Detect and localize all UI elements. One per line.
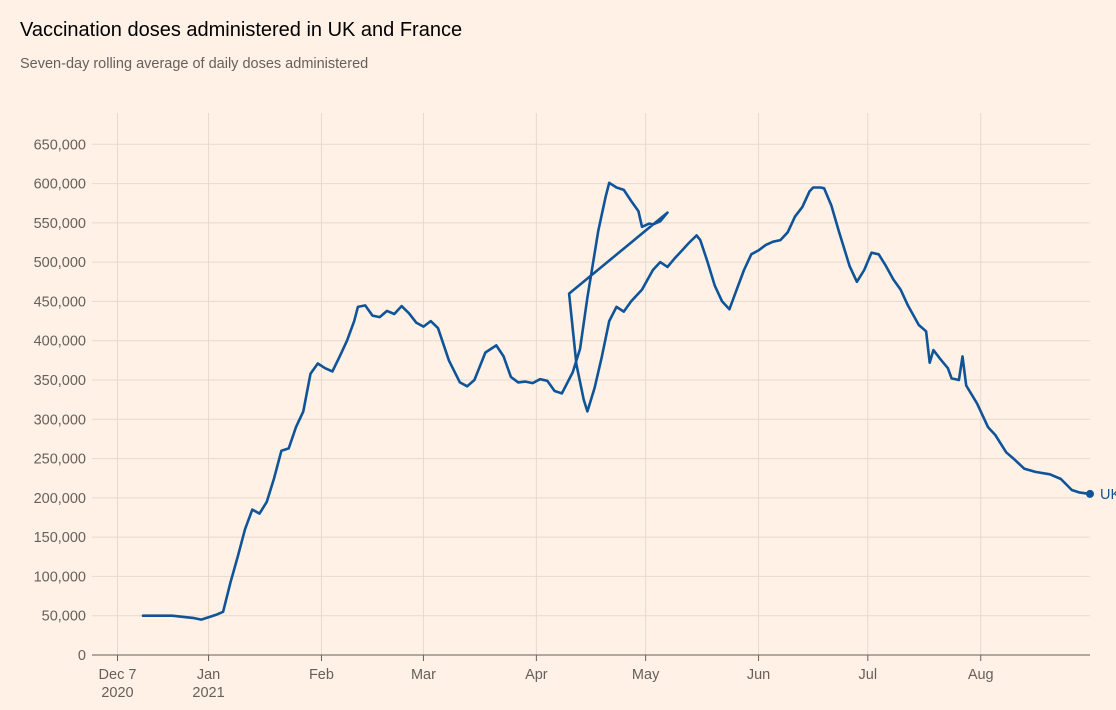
series-end-label-uk: UK (1100, 487, 1116, 503)
y-tick-label: 650,000 (34, 137, 86, 153)
chart-title: Vaccination doses administered in UK and… (20, 19, 463, 41)
x-tick-label: Jan (197, 667, 220, 683)
y-tick-label: 0 (78, 648, 86, 664)
y-tick-label: 200,000 (34, 491, 86, 507)
x-tick-sublabel: 2020 (101, 685, 133, 701)
y-tick-label: 300,000 (34, 412, 86, 428)
y-tick-label: 450,000 (34, 294, 86, 310)
y-tick-label: 400,000 (34, 334, 86, 350)
series-lines (141, 181, 1092, 621)
x-tick-label: Mar (411, 667, 436, 683)
x-gridlines (116, 113, 982, 655)
y-tick-label: 50,000 (42, 609, 86, 625)
y-gridlines (92, 143, 1090, 617)
y-tick-label: 150,000 (34, 530, 86, 546)
chart-subtitle: Seven-day rolling average of daily doses… (20, 56, 369, 72)
x-tick-label: Jul (859, 667, 878, 683)
series-end-marker-uk (1086, 489, 1094, 498)
series-line-uk (141, 181, 1092, 621)
y-tick-label: 350,000 (34, 373, 86, 389)
x-tick-label: Apr (525, 667, 548, 683)
x-tick-label: Jun (747, 667, 770, 683)
x-tick-label: Feb (309, 667, 334, 683)
y-axis: 0 50,000 100,000 150,000 200,000 250,000 300,0… (34, 137, 86, 664)
y-tick-label: 100,000 (34, 569, 86, 585)
series-end-labels: UK (1086, 487, 1116, 503)
y-tick-label: 250,000 (34, 452, 86, 468)
y-tick-label: 600,000 (34, 177, 86, 193)
y-tick-label: 500,000 (34, 255, 86, 271)
x-tick-label: Dec 7 (99, 667, 137, 683)
x-axis: Dec 7 2020 Jan 2021 Feb Mar Apr May Jun Jul Aug (92, 654, 1090, 701)
y-tick-label: 550,000 (34, 216, 86, 232)
x-tick-label: Aug (968, 667, 994, 683)
x-tick-label: May (632, 667, 660, 683)
x-tick-sublabel: 2021 (192, 685, 224, 701)
